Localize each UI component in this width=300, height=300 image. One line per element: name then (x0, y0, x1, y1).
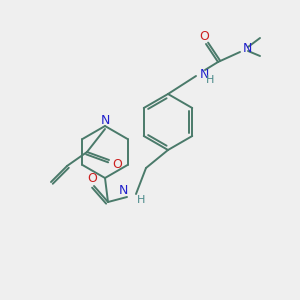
Text: N: N (100, 113, 110, 127)
Text: H: H (137, 195, 145, 205)
Text: H: H (206, 75, 214, 85)
Text: O: O (87, 172, 97, 184)
Text: O: O (199, 29, 209, 43)
Text: O: O (112, 158, 122, 170)
Text: N: N (118, 184, 128, 197)
Text: N: N (200, 68, 209, 80)
Text: N: N (243, 43, 252, 56)
